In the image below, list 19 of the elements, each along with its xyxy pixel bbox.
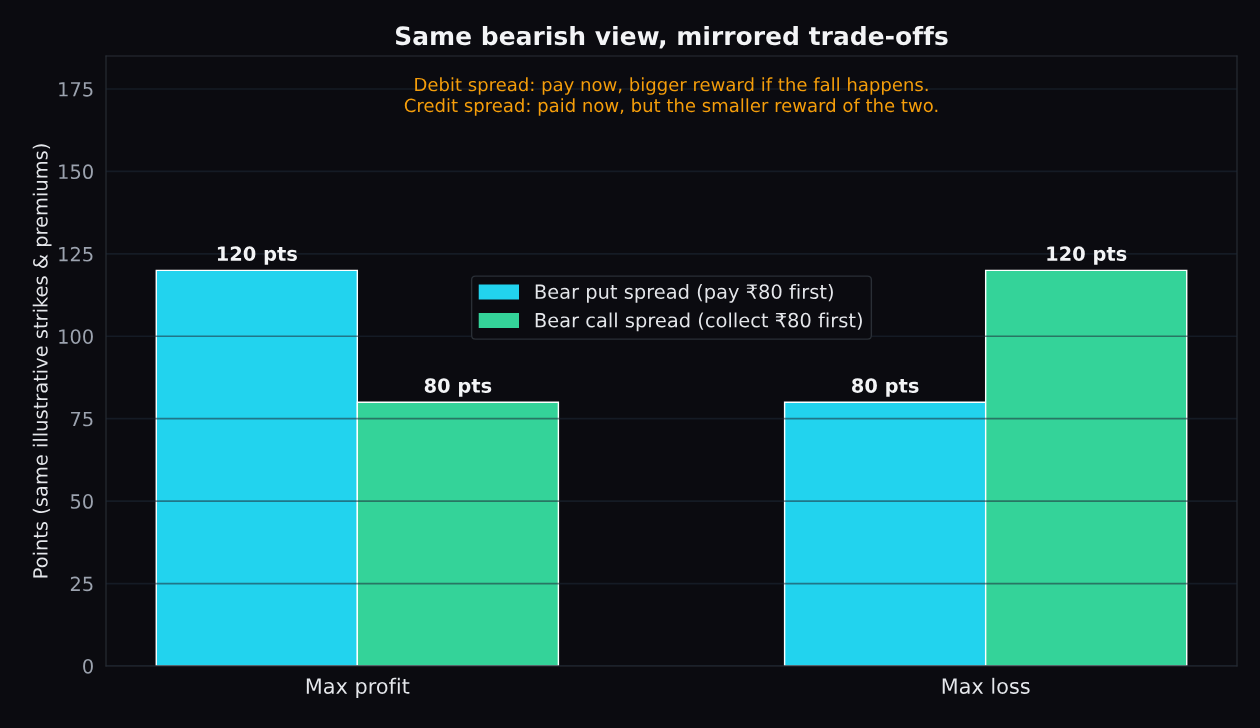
data-label: 80 pts — [852, 378, 919, 397]
y-tick-label: 0 — [83, 658, 93, 674]
y-tick-label: 75 — [71, 411, 93, 427]
annotation: Debit spread: pay now, bigger reward if the fall happens. Credit spread: paid now, but the smaller reward of the two. — [404, 77, 938, 116]
y-tick-label: 175 — [59, 82, 93, 97]
y-axis-title: Points (same illustrative strikes & premiums) — [32, 144, 52, 578]
y-tick-label: 125 — [59, 246, 93, 262]
x-tick-label: Max profit — [306, 677, 410, 698]
x-tick-label: Max loss — [942, 677, 1030, 694]
data-label: 120 pts — [1047, 246, 1127, 265]
y-tick-label: 50 — [70, 494, 93, 509]
y-tick-label: 150 — [59, 164, 93, 180]
data-label: 80 pts — [424, 378, 492, 397]
legend-label: Bear call spread (collect ₹80 first) — [535, 312, 862, 332]
y-tick-label: 100 — [59, 329, 93, 344]
data-label: 120 pts — [217, 246, 297, 265]
legend-label: Bear put spread (pay ₹80 first) — [535, 283, 833, 303]
chart-title: Same bearish view, mirrored trade-offs — [395, 25, 948, 49]
y-tick-label: 25 — [70, 576, 93, 592]
